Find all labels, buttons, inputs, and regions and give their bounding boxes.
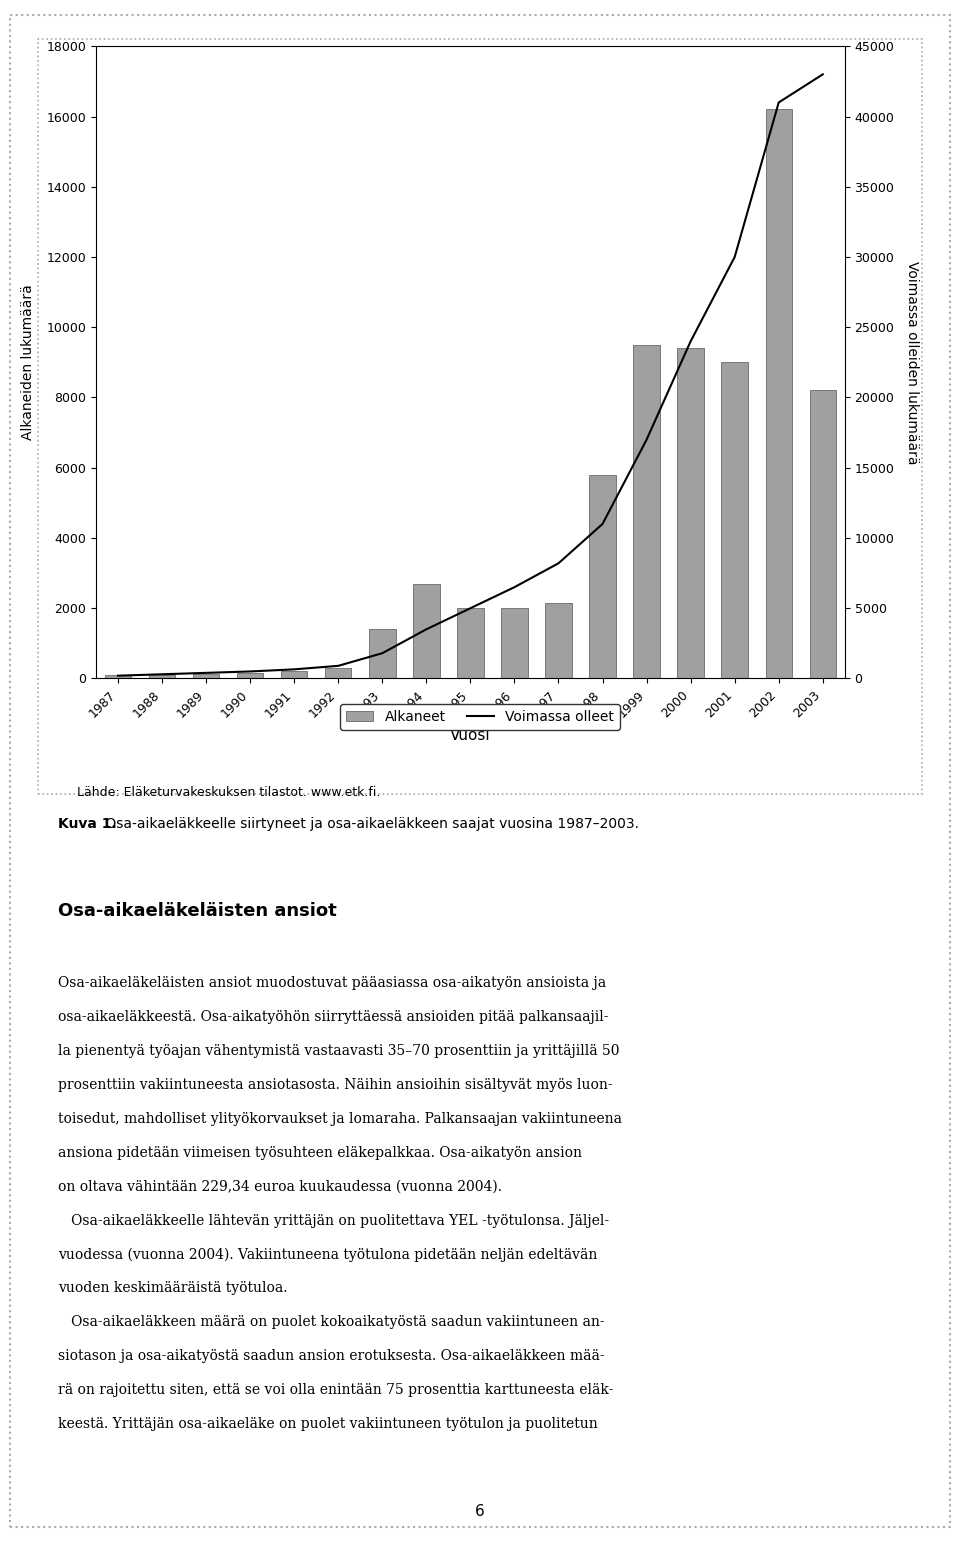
- Text: Kuva 1.: Kuva 1.: [58, 817, 116, 831]
- Bar: [634, 345, 660, 678]
- Text: vuodessa (vuonna 2004). Vakiintuneena työtulona pidetään neljän edeltävän: vuodessa (vuonna 2004). Vakiintuneena ty…: [58, 1247, 597, 1261]
- Bar: [193, 674, 219, 678]
- Text: rä on rajoitettu siten, että se voi olla enintään 75 prosenttia karttuneesta elä: rä on rajoitettu siten, että se voi olla…: [58, 1383, 613, 1397]
- Bar: [765, 109, 792, 678]
- Bar: [589, 475, 615, 678]
- Y-axis label: Voimassa olleiden lukumäärä: Voimassa olleiden lukumäärä: [905, 261, 920, 464]
- Bar: [325, 668, 351, 678]
- Bar: [413, 583, 440, 678]
- Text: Osa-aikaeläkeläisten ansiot muodostuvat pääasiassa osa-aikatyön ansioista ja: Osa-aikaeläkeläisten ansiot muodostuvat …: [58, 976, 606, 990]
- Text: Lähde: Eläketurvakeskuksen tilastot. www.etk.fi.: Lähde: Eläketurvakeskuksen tilastot. www…: [77, 786, 380, 799]
- Text: ansiona pidetään viimeisen työsuhteen eläkepalkkaa. Osa-aikatyön ansion: ansiona pidetään viimeisen työsuhteen el…: [58, 1146, 582, 1160]
- Text: siotason ja osa-aikatyöstä saadun ansion erotuksesta. Osa-aikaeläkkeen mää-: siotason ja osa-aikatyöstä saadun ansion…: [58, 1349, 604, 1363]
- Text: Osa-aikaeläkkeen määrä on puolet kokoaikatyöstä saadun vakiintuneen an-: Osa-aikaeläkkeen määrä on puolet kokoaik…: [58, 1315, 604, 1329]
- Bar: [809, 390, 836, 678]
- Legend: Alkaneet, Voimassa olleet: Alkaneet, Voimassa olleet: [340, 705, 620, 729]
- Bar: [281, 671, 307, 678]
- Bar: [722, 362, 748, 678]
- Text: prosenttiin vakiintuneesta ansiotasosta. Näihin ansioihin sisältyvät myös luon-: prosenttiin vakiintuneesta ansiotasosta.…: [58, 1078, 612, 1092]
- Text: Osa-aikaeläkkeelle lähtevän yrittäjän on puolitettava YEL -työtulonsa. Jäljel-: Osa-aikaeläkkeelle lähtevän yrittäjän on…: [58, 1214, 609, 1227]
- Bar: [545, 603, 572, 678]
- Text: la pienentyä työajan vähentymistä vastaavasti 35–70 prosenttiin ja yrittäjillä 5: la pienentyä työajan vähentymistä vastaa…: [58, 1044, 619, 1058]
- Y-axis label: Alkaneiden lukumäärä: Alkaneiden lukumäärä: [21, 284, 36, 441]
- Text: Osa-aikaeläkkeelle siirtyneet ja osa-aikaeläkkeen saajat vuosina 1987–2003.: Osa-aikaeläkkeelle siirtyneet ja osa-aik…: [101, 817, 638, 831]
- Bar: [105, 675, 132, 678]
- Text: toisedut, mahdolliset ylityökorvaukset ja lomaraha. Palkansaajan vakiintuneena: toisedut, mahdolliset ylityökorvaukset j…: [58, 1112, 622, 1126]
- Text: 6: 6: [475, 1503, 485, 1519]
- Bar: [501, 608, 528, 678]
- Text: osa-aikaeläkkeestä. Osa-aikatyöhön siirryttäessä ansioiden pitää palkansaajil-: osa-aikaeläkkeestä. Osa-aikatyöhön siirr…: [58, 1010, 608, 1024]
- Bar: [237, 672, 263, 678]
- Bar: [369, 629, 396, 678]
- Bar: [149, 675, 176, 678]
- Bar: [678, 348, 704, 678]
- Text: on oltava vähintään 229,34 euroa kuukaudessa (vuonna 2004).: on oltava vähintään 229,34 euroa kuukaud…: [58, 1180, 501, 1194]
- Bar: [457, 608, 484, 678]
- Text: vuoden keskimääräistä työtuloa.: vuoden keskimääräistä työtuloa.: [58, 1281, 287, 1295]
- Text: keestä. Yrittäjän osa-aikaeläke on puolet vakiintuneen työtulon ja puolitetun: keestä. Yrittäjän osa-aikaeläke on puole…: [58, 1417, 597, 1431]
- X-axis label: Vuosi: Vuosi: [450, 728, 491, 743]
- Text: Osa-aikaeläkeläisten ansiot: Osa-aikaeläkeläisten ansiot: [58, 902, 336, 921]
